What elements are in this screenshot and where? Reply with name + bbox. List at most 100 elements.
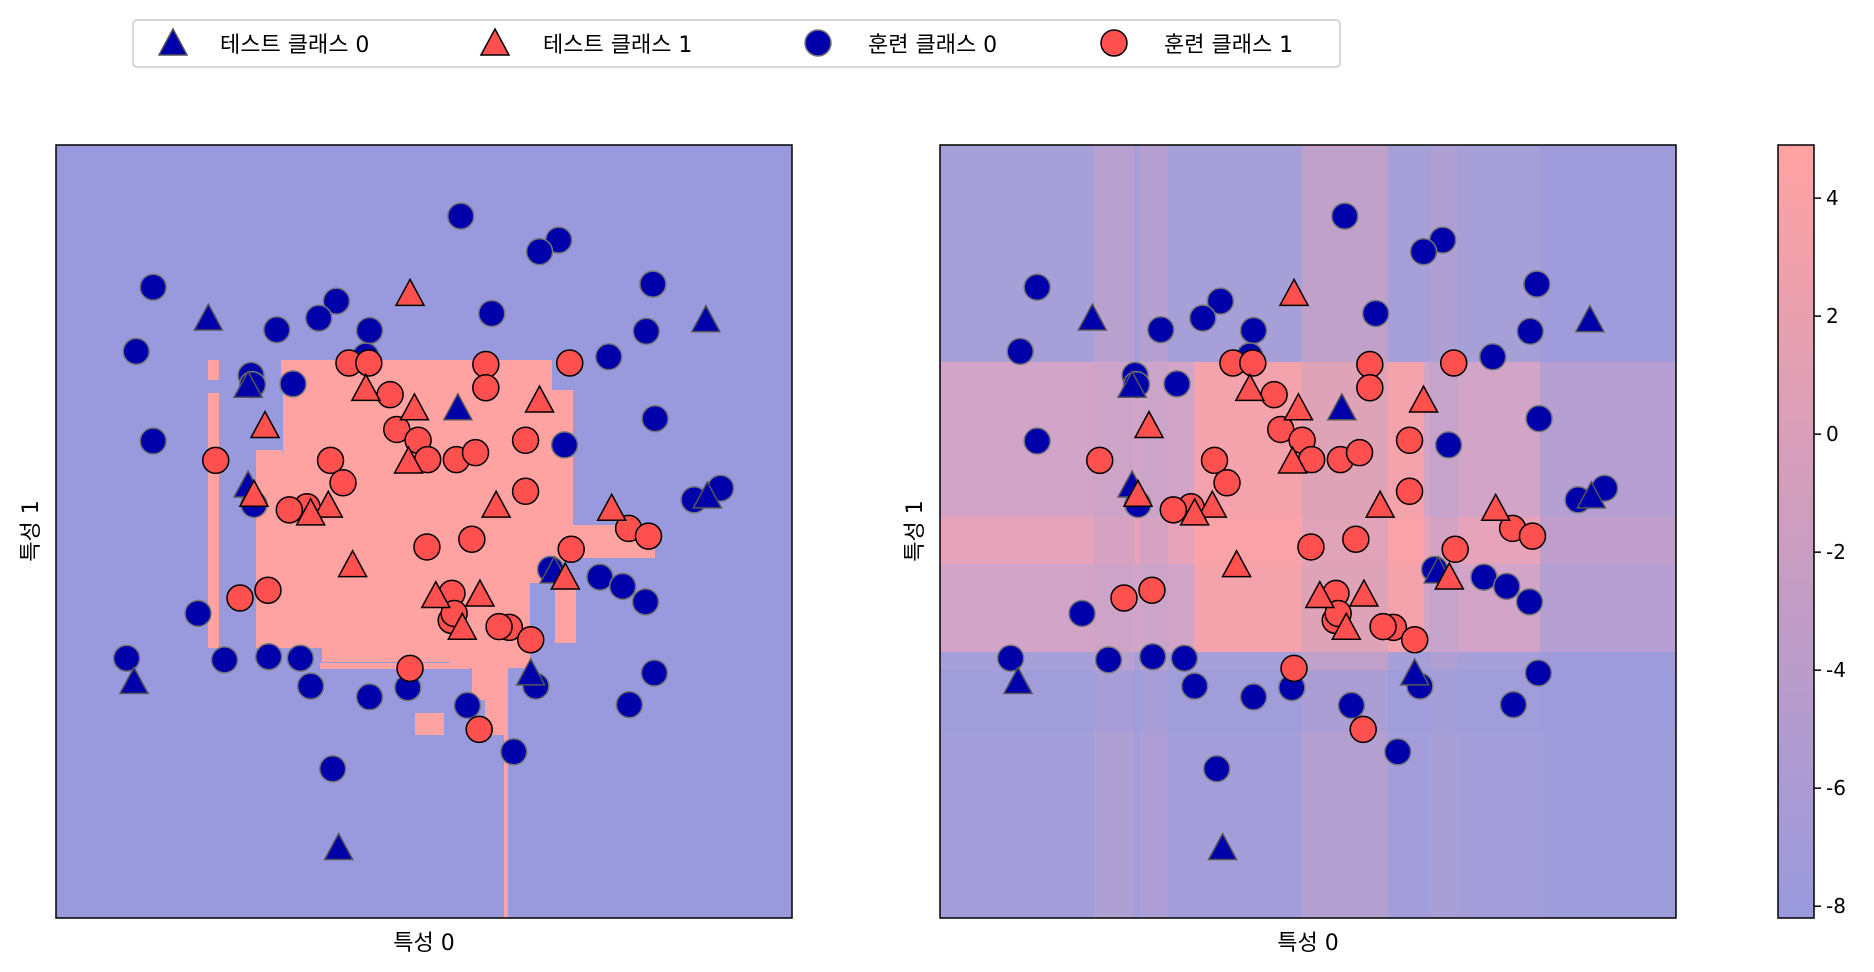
train-point-class-1 (1213, 469, 1241, 497)
test-point-class-0 (1116, 369, 1148, 399)
train-point-class-0 (608, 572, 637, 601)
test-point-class-1 (350, 372, 382, 402)
train-point-class-0 (1515, 588, 1544, 616)
train-point-class-1 (1138, 576, 1166, 604)
train-point-class-0 (296, 672, 325, 700)
test-point-class-1 (447, 611, 478, 641)
train-point-class-0 (1163, 370, 1191, 398)
train-point-class-0 (122, 337, 150, 366)
test-point-class-1 (393, 445, 424, 474)
left-plot: 특성 0 특성 1 (19, 144, 793, 956)
train-point-class-1 (516, 625, 545, 654)
legend-item-test-class-1: 테스트 클래스 1 (479, 27, 692, 58)
train-point-class-0 (1023, 273, 1051, 301)
legend-item-train-class-1: 훈련 클래스 1 (1100, 29, 1293, 58)
train-point-class-1 (1369, 612, 1397, 641)
train-point-class-1 (1280, 654, 1308, 683)
train-point-class-1 (1239, 349, 1267, 377)
train-point-class-0 (500, 738, 528, 766)
train-point-class-0 (1023, 427, 1051, 455)
test-point-class-1 (464, 578, 496, 607)
colorbar-gradient (1777, 144, 1815, 919)
test-point-class-1 (249, 410, 281, 439)
train-point-class-1 (1441, 535, 1469, 564)
legend-marker-triangle-red (479, 27, 511, 56)
test-point-class-1 (1304, 580, 1336, 609)
test-point-class-1 (1278, 277, 1310, 307)
train-point-class-0 (1524, 659, 1553, 687)
train-point-class-1 (472, 373, 500, 402)
train-point-class-0 (1525, 404, 1553, 433)
test-point-class-1 (1133, 410, 1165, 439)
train-point-class-0 (1337, 691, 1366, 720)
test-point-class-1 (238, 478, 270, 508)
test-point-class-0 (232, 369, 264, 399)
legend-label: 훈련 클래스 1 (1164, 33, 1293, 58)
train-point-class-1 (413, 533, 441, 561)
test-point-class-0 (323, 832, 354, 861)
legend-marker-circle-blue (804, 29, 832, 57)
train-point-class-0 (1202, 755, 1231, 783)
test-point-class-0 (692, 480, 723, 509)
train-point-class-0 (640, 659, 669, 687)
train-point-class-1 (275, 496, 304, 524)
test-point-class-1 (295, 497, 326, 526)
colorbar-tick-label: 4 (1826, 186, 1839, 210)
test-point-class-1 (399, 392, 430, 421)
train-point-class-1 (1297, 533, 1325, 561)
right-plot: 특성 0 특성 1 (903, 144, 1677, 956)
train-point-class-0 (639, 270, 667, 298)
train-point-class-1 (511, 477, 540, 506)
train-point-class-0 (1138, 642, 1167, 671)
left-ylabel: 특성 1 (19, 500, 44, 561)
train-point-class-0 (1384, 738, 1412, 766)
train-point-class-1 (355, 349, 383, 377)
train-point-class-0 (550, 431, 579, 459)
right-decision-function-heatmap (940, 145, 1676, 918)
train-point-class-1 (1439, 349, 1468, 377)
legend-label: 훈련 클래스 0 (868, 33, 997, 58)
train-point-class-1 (1085, 446, 1114, 475)
test-point-class-0 (193, 302, 224, 331)
train-point-class-0 (279, 370, 307, 398)
train-point-class-1 (555, 349, 584, 377)
train-point-class-0 (139, 427, 167, 455)
legend-marker-circle-red (1100, 29, 1128, 57)
train-point-class-0 (631, 588, 660, 616)
train-point-class-0 (1189, 304, 1217, 332)
train-point-class-0 (1361, 299, 1390, 328)
train-point-class-0 (1094, 646, 1123, 674)
right-xlabel: 특성 0 (1277, 931, 1338, 956)
test-point-class-1 (1364, 489, 1396, 518)
train-point-class-0 (641, 404, 669, 433)
train-point-class-1 (1400, 625, 1429, 654)
legend-label: 테스트 클래스 0 (220, 33, 369, 58)
test-point-class-1 (524, 384, 555, 413)
train-point-class-1 (465, 715, 493, 744)
train-point-class-1 (1395, 426, 1424, 455)
right-data-points (996, 202, 1619, 861)
test-point-class-1 (1179, 497, 1210, 526)
colorbar-ticks: 4 2 0 -2 -4 -6 -8 (1814, 186, 1846, 918)
train-point-class-0 (1492, 572, 1521, 601)
right-plot-frame (939, 144, 1677, 919)
train-point-class-1 (1349, 715, 1377, 744)
legend-label: 테스트 클래스 1 (543, 33, 692, 58)
train-point-class-1 (634, 522, 663, 550)
train-point-class-0 (318, 755, 347, 783)
test-point-class-1 (1283, 392, 1314, 421)
train-point-class-0 (1006, 337, 1034, 366)
train-point-class-0 (447, 202, 475, 230)
legend-marker-triangle-blue (157, 27, 189, 56)
train-point-class-0 (355, 316, 384, 345)
test-point-class-0 (1574, 304, 1606, 333)
train-point-class-0 (996, 644, 1025, 673)
train-point-class-0 (210, 646, 239, 674)
train-point-class-1 (1200, 446, 1229, 475)
test-point-class-0 (1077, 302, 1108, 331)
colorbar-tick-label: 2 (1826, 304, 1839, 328)
test-point-class-1 (1434, 561, 1465, 590)
train-point-class-1 (1356, 373, 1384, 402)
train-point-class-1 (511, 426, 540, 455)
